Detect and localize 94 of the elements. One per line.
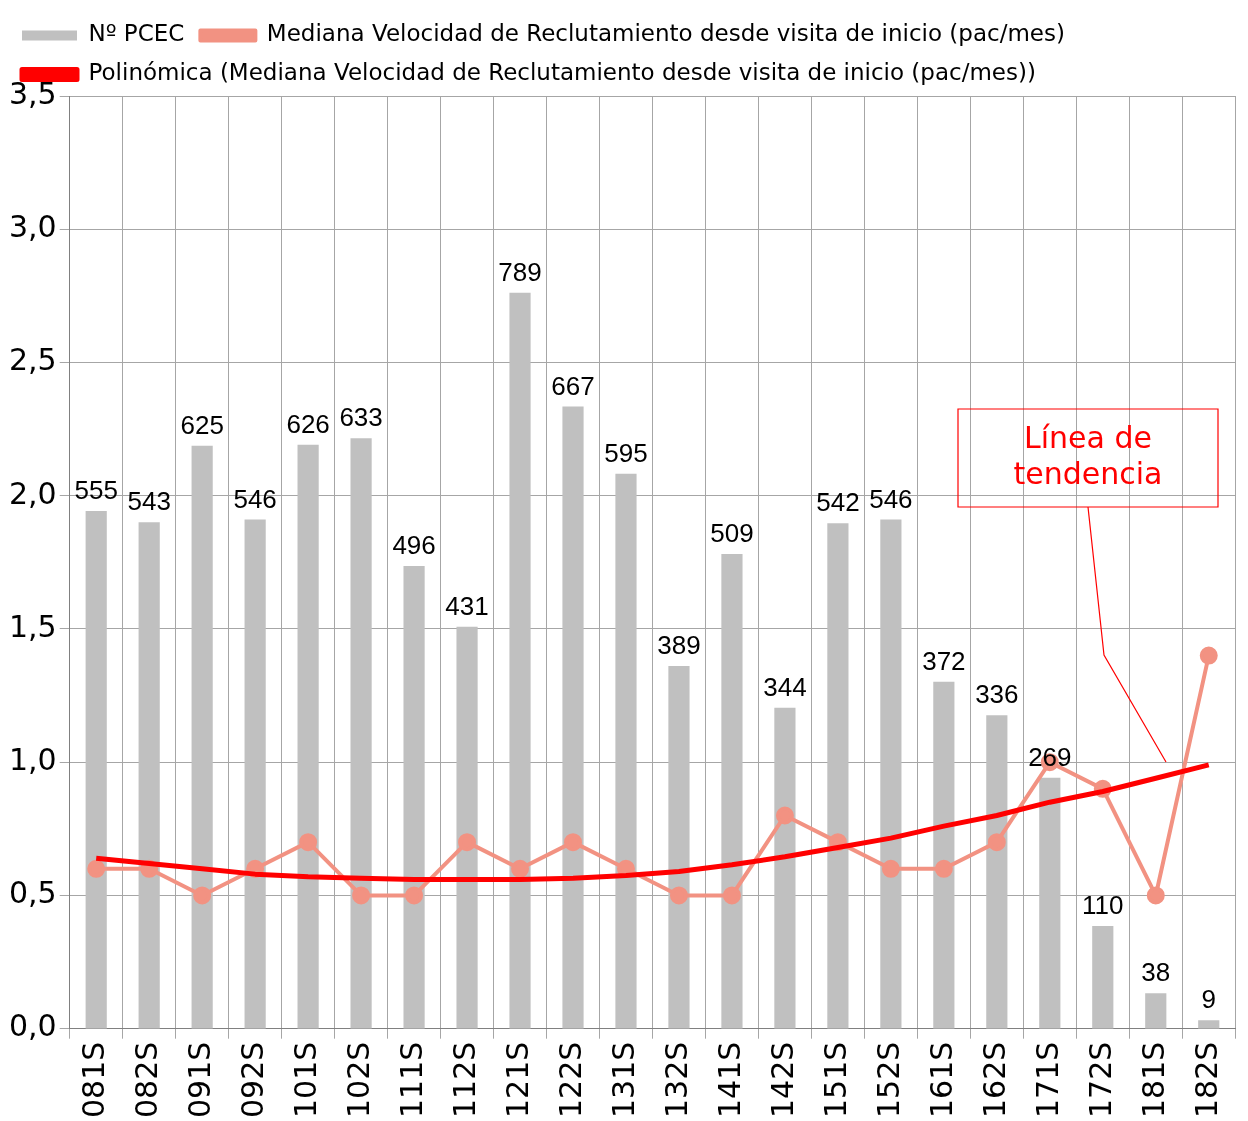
data-label: 38 <box>1141 957 1171 988</box>
x-tick-label: 161S <box>923 1041 959 1119</box>
x-tick-label: 132S <box>658 1041 694 1119</box>
data-label: 542 <box>816 487 860 518</box>
annotation: Línea de tendencia <box>1013 419 1163 491</box>
x-tick-label: 141S <box>711 1041 747 1119</box>
bar <box>191 445 213 1029</box>
point <box>934 859 953 878</box>
bar <box>880 519 902 1029</box>
x-tick-label: 081S <box>76 1041 111 1119</box>
data-label: 509 <box>710 518 754 549</box>
point <box>722 886 741 905</box>
x-tick-label: 112S <box>446 1041 482 1119</box>
y-tick-label: 3,0 <box>8 209 57 245</box>
data-label: 269 <box>1028 741 1072 772</box>
point <box>881 859 900 878</box>
x-tick-label: 122S <box>552 1041 588 1119</box>
bar <box>1039 777 1061 1029</box>
y-tick-label: 2,0 <box>8 475 57 511</box>
x-tick-label: 182S <box>1188 1041 1224 1119</box>
bar <box>509 292 531 1029</box>
data-label: 626 <box>286 409 330 439</box>
bar <box>1145 993 1167 1029</box>
data-label: 372 <box>922 645 966 676</box>
x-tick-label: 172S <box>1082 1041 1118 1119</box>
point <box>299 833 318 852</box>
y-tick-label: 2,5 <box>8 342 57 378</box>
bar <box>668 665 690 1029</box>
data-label: 625 <box>180 409 224 440</box>
data-label: 595 <box>604 437 648 468</box>
bar <box>721 553 743 1029</box>
bar <box>456 626 478 1029</box>
x-tick-label: 092S <box>234 1041 270 1119</box>
bar <box>827 523 849 1029</box>
legend-label: Mediana Velocidad de Reclutamiento desde visita de inicio (pac/mes) <box>266 20 1065 47</box>
data-label: 555 <box>74 475 118 506</box>
legend-label: Polinómica (Mediana Velocidad de Reclutamiento desde visita de inicio (pac/mes)) <box>88 59 1036 86</box>
bar <box>1092 926 1114 1029</box>
data-label: 546 <box>233 483 277 514</box>
y-tick-label: 1,0 <box>8 742 57 778</box>
bar <box>933 681 955 1029</box>
point <box>669 886 688 905</box>
data-label: 336 <box>975 679 1019 710</box>
bar <box>562 406 584 1029</box>
y-tick-label: 1,5 <box>8 608 57 644</box>
data-label: 9 <box>1201 984 1216 1015</box>
y-tick-label: 0,0 <box>8 1008 57 1044</box>
y-tick-label: 0,5 <box>8 875 57 911</box>
bar <box>138 522 160 1029</box>
point <box>193 886 212 905</box>
data-label: 789 <box>498 256 542 287</box>
bar <box>986 715 1008 1029</box>
data-label: 110 <box>1082 890 1124 921</box>
bar <box>774 707 796 1029</box>
bar <box>85 511 107 1029</box>
point <box>458 833 477 852</box>
x-tick-label: 142S <box>764 1041 800 1119</box>
x-tick-label: 162S <box>976 1041 1012 1119</box>
point <box>352 886 371 905</box>
point <box>775 806 794 825</box>
data-label: 496 <box>392 530 436 561</box>
x-tick-label: 091S <box>181 1041 217 1119</box>
data-label: 667 <box>551 370 595 401</box>
x-tick-label: 111S <box>393 1041 429 1119</box>
bar <box>244 519 266 1029</box>
bar <box>350 438 372 1029</box>
x-tick-label: 121S <box>499 1041 535 1119</box>
x-tick-label: 171S <box>1029 1041 1065 1119</box>
point <box>511 859 530 878</box>
data-label: 431 <box>445 590 489 621</box>
x-tick-label: 152S <box>870 1041 906 1119</box>
x-tick-label: 102S <box>340 1041 376 1119</box>
x-tick-label: 181S <box>1135 1041 1171 1119</box>
x-tick-label: 131S <box>605 1041 641 1119</box>
data-label: 389 <box>657 630 701 661</box>
bar <box>403 566 425 1029</box>
data-label: 546 <box>869 483 913 514</box>
data-label: 543 <box>127 486 171 517</box>
bar <box>1198 1020 1220 1029</box>
point <box>564 833 583 852</box>
bar <box>615 473 637 1029</box>
point <box>405 886 424 905</box>
legend-label: Nº PCEC <box>88 20 185 47</box>
point <box>987 833 1006 852</box>
bar <box>297 444 319 1029</box>
data-label: 344 <box>763 672 807 703</box>
x-tick-label: 082S <box>128 1041 164 1119</box>
point <box>87 859 106 878</box>
x-tick-label: 151S <box>817 1041 853 1119</box>
x-tick-label: 101S <box>287 1041 323 1119</box>
point <box>1146 886 1165 905</box>
y-tick-label: 3,5 <box>8 75 57 111</box>
point <box>1199 646 1218 665</box>
data-label: 633 <box>339 402 383 433</box>
